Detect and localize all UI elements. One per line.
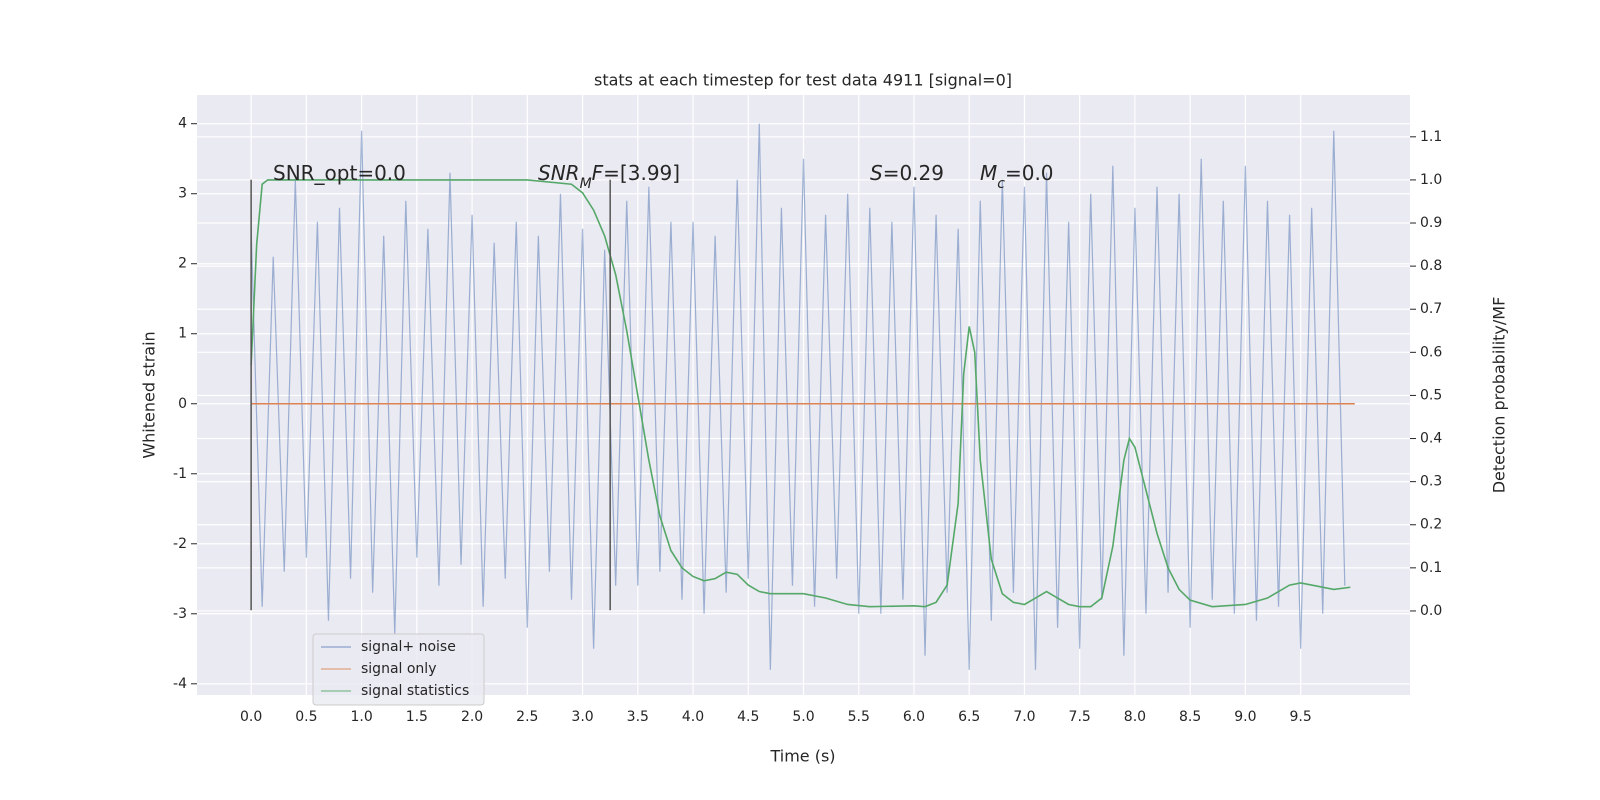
- y2-tick-label: 0.6: [1420, 344, 1442, 360]
- annotation-part: c: [997, 176, 1005, 192]
- x-tick-label: 8.0: [1124, 709, 1146, 725]
- annotation: SNRMF=[3.99]: [538, 161, 680, 192]
- x-tick-label: 8.5: [1179, 709, 1201, 725]
- x-tick-label: 1.5: [406, 709, 428, 725]
- x-tick-label: 0.5: [295, 709, 317, 725]
- y2-tick-label: 0.0: [1420, 603, 1442, 619]
- annotation-part: =0.29: [883, 161, 944, 185]
- legend: signal+ noise signal only signal statistic…: [312, 633, 485, 706]
- x-tick-label: 0.0: [240, 709, 262, 725]
- annotation-part: SNR_opt=0.0: [273, 161, 406, 185]
- x-tick-label: 5.5: [848, 709, 870, 725]
- y2-tick-label: 1.0: [1420, 172, 1442, 188]
- annotation-part: S: [870, 161, 883, 185]
- legend-label: signal only: [361, 661, 436, 677]
- x-tick-label: 1.0: [350, 709, 372, 725]
- y-tick-label: 4: [178, 116, 187, 132]
- annotation: SNR_opt=0.0: [273, 161, 406, 185]
- legend-box: [312, 633, 485, 706]
- annotation: Mc=0.0: [980, 161, 1054, 192]
- y-tick-label: 0: [178, 396, 187, 412]
- y2-tick-label: 0.3: [1420, 474, 1442, 490]
- y2-tick-label: 0.4: [1420, 431, 1442, 447]
- y-tick-label: -2: [173, 536, 187, 552]
- annotation: S=0.29: [870, 161, 944, 185]
- y-tick-label: 1: [178, 326, 187, 342]
- x-tick-label: 4.0: [682, 709, 704, 725]
- annotation-part: =0.0: [1005, 161, 1054, 185]
- x-tick-label: 5.0: [792, 709, 814, 725]
- legend-label: signal+ noise: [361, 639, 456, 655]
- annotation-part: F: [592, 161, 604, 185]
- y-tick-label: 3: [178, 186, 187, 202]
- y-axis-label: Whitened strain: [140, 331, 159, 458]
- y-tick-label: 2: [178, 256, 187, 272]
- x-tick-label: 6.0: [903, 709, 925, 725]
- series-line: [250, 123, 1346, 670]
- y-tick-label: -4: [173, 676, 187, 692]
- y2-tick-label: 0.1: [1420, 560, 1442, 576]
- x-tick-label: 6.5: [958, 709, 980, 725]
- y2-tick-label: 0.7: [1420, 301, 1442, 317]
- legend-label: signal statistics: [361, 683, 469, 699]
- y2-tick-label: 0.2: [1420, 517, 1442, 533]
- annotation-part: SNR: [538, 161, 580, 185]
- annotation-part: M: [980, 161, 997, 185]
- x-tick-label: 4.5: [737, 709, 759, 725]
- chart-title: stats at each timestep for test data 491…: [594, 71, 1012, 90]
- x-axis-label: Time (s): [769, 747, 835, 766]
- y-tick-label: -1: [173, 466, 187, 482]
- series-line: [250, 179, 1351, 608]
- x-tick-label: 2.0: [461, 709, 483, 725]
- y2-tick-label: 0.9: [1420, 215, 1442, 231]
- x-tick-label: 7.0: [1013, 709, 1035, 725]
- annotation-part: =[3.99]: [603, 161, 680, 185]
- x-tick-label: 3.5: [627, 709, 649, 725]
- annotation-part: M: [580, 176, 592, 192]
- x-tick-label: 9.0: [1234, 709, 1256, 725]
- x-tick-label: 3.0: [571, 709, 593, 725]
- y2-tick-label: 0.8: [1420, 258, 1442, 274]
- y-tick-label: -3: [173, 606, 187, 622]
- y2-tick-label: 1.1: [1420, 129, 1442, 145]
- y2-tick-label: 0.5: [1420, 387, 1442, 403]
- x-tick-label: 7.5: [1069, 709, 1091, 725]
- x-tick-label: 2.5: [516, 709, 538, 725]
- x-tick-label: 9.5: [1289, 709, 1311, 725]
- y2-axis-label: Detection probability/MF: [1490, 297, 1509, 494]
